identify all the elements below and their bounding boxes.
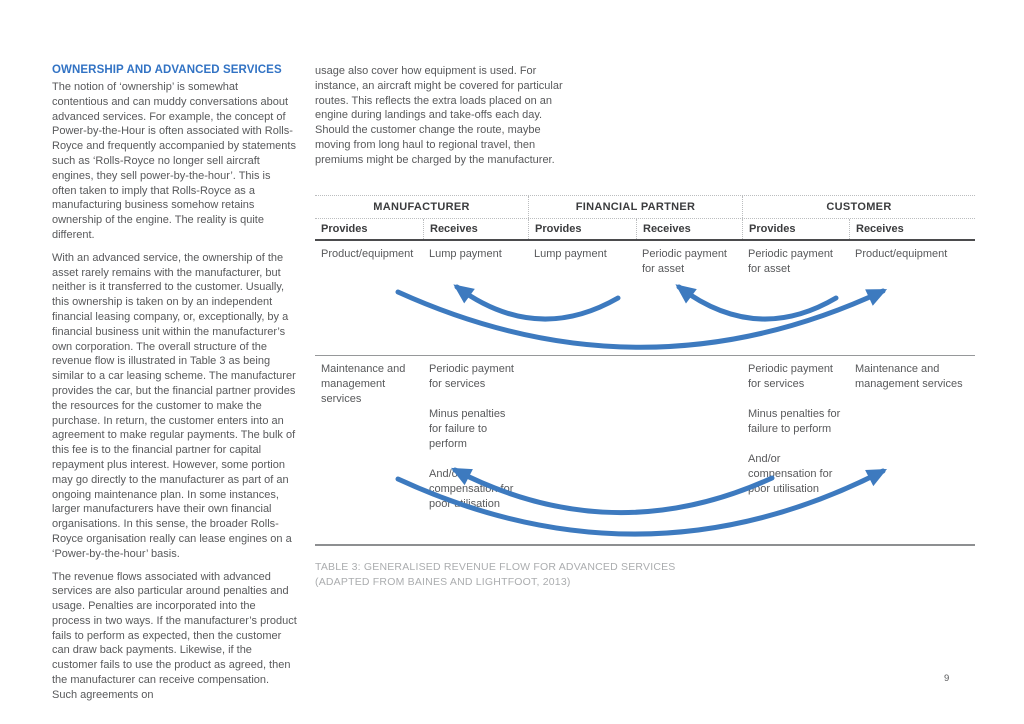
cell-customer-provides-2: Periodic payment for services Minus pena… (742, 356, 849, 544)
cell-manufacturer-receives-2: Periodic payment for services Minus pena… (423, 356, 528, 544)
subheader-manufacturer-receives: Receives (423, 219, 528, 239)
group-header-customer: CUSTOMER (742, 196, 975, 218)
subheader-customer-provides: Provides (742, 219, 849, 239)
cell-financial-receives-2 (636, 356, 742, 544)
table-row: Maintenance and management services Peri… (315, 356, 975, 546)
cell-paragraph: Maintenance and management services (321, 363, 406, 405)
subheader-manufacturer-provides: Provides (321, 223, 368, 235)
cell-paragraph: Periodic payment for services (429, 363, 514, 390)
cell-manufacturer-receives-1: Lump payment (429, 248, 502, 260)
cell-manufacturer-provides-1: Product/equipment (321, 248, 414, 260)
cell-customer-receives-1: Product/equipment (855, 248, 948, 260)
cell-paragraph: Maintenance and management services (855, 363, 963, 390)
cell-customer-receives-2: Maintenance and management services (849, 356, 975, 544)
table-caption-line2: (ADAPTED FROM BAINES AND LIGHTFOOT, 2013… (315, 576, 571, 588)
left-text-column: OWNERSHIP AND ADVANCED SERVICES The noti… (52, 64, 297, 711)
table-group-header-row: MANUFACTURER FINANCIAL PARTNER CUSTOMER (315, 195, 975, 219)
right-text-column: usage also cover how equipment is used. … (315, 64, 568, 176)
cell-paragraph: Periodic payment for services (748, 363, 833, 390)
subheader-customer-receives: Receives (849, 219, 975, 239)
body-paragraph: The notion of ‘ownership’ is somewhat co… (52, 81, 296, 241)
cell-manufacturer-provides-2: Maintenance and management services (315, 356, 423, 544)
cell-customer-provides-1: Periodic payment for asset (748, 248, 833, 275)
table-subheader-row: Provides Receives Provides Receives Prov… (315, 219, 975, 241)
cell-paragraph: Minus penalties for failure to perform (748, 408, 841, 435)
body-paragraph: The revenue flows associated with advanc… (52, 570, 297, 701)
table-caption-line1: TABLE 3: GENERALISED REVENUE FLOW FOR AD… (315, 561, 676, 573)
subheader-financial-provides: Provides (528, 219, 636, 239)
revenue-flow-table: MANUFACTURER FINANCIAL PARTNER CUSTOMER … (315, 195, 975, 546)
subheader-financial-receives: Receives (636, 219, 742, 239)
page-number: 9 (944, 673, 950, 684)
table-caption: TABLE 3: GENERALISED REVENUE FLOW FOR AD… (315, 560, 735, 590)
cell-paragraph: And/or compensation for poor utilisation (748, 453, 833, 495)
cell-financial-provides-2 (528, 356, 636, 544)
table-row: Product/equipment Lump payment Lump paym… (315, 241, 975, 356)
group-header-manufacturer: MANUFACTURER (373, 201, 470, 213)
body-paragraph: usage also cover how equipment is used. … (315, 65, 563, 166)
group-header-financial-partner: FINANCIAL PARTNER (528, 196, 742, 218)
section-heading: OWNERSHIP AND ADVANCED SERVICES (52, 64, 282, 76)
body-paragraph: With an advanced service, the ownership … (52, 251, 296, 560)
cell-financial-provides-1: Lump payment (534, 248, 607, 260)
cell-paragraph: And/or compensation for poor utilisation (429, 468, 514, 510)
cell-paragraph: Minus penalties for failure to perform (429, 408, 506, 450)
cell-financial-receives-1: Periodic payment for asset (642, 248, 727, 275)
